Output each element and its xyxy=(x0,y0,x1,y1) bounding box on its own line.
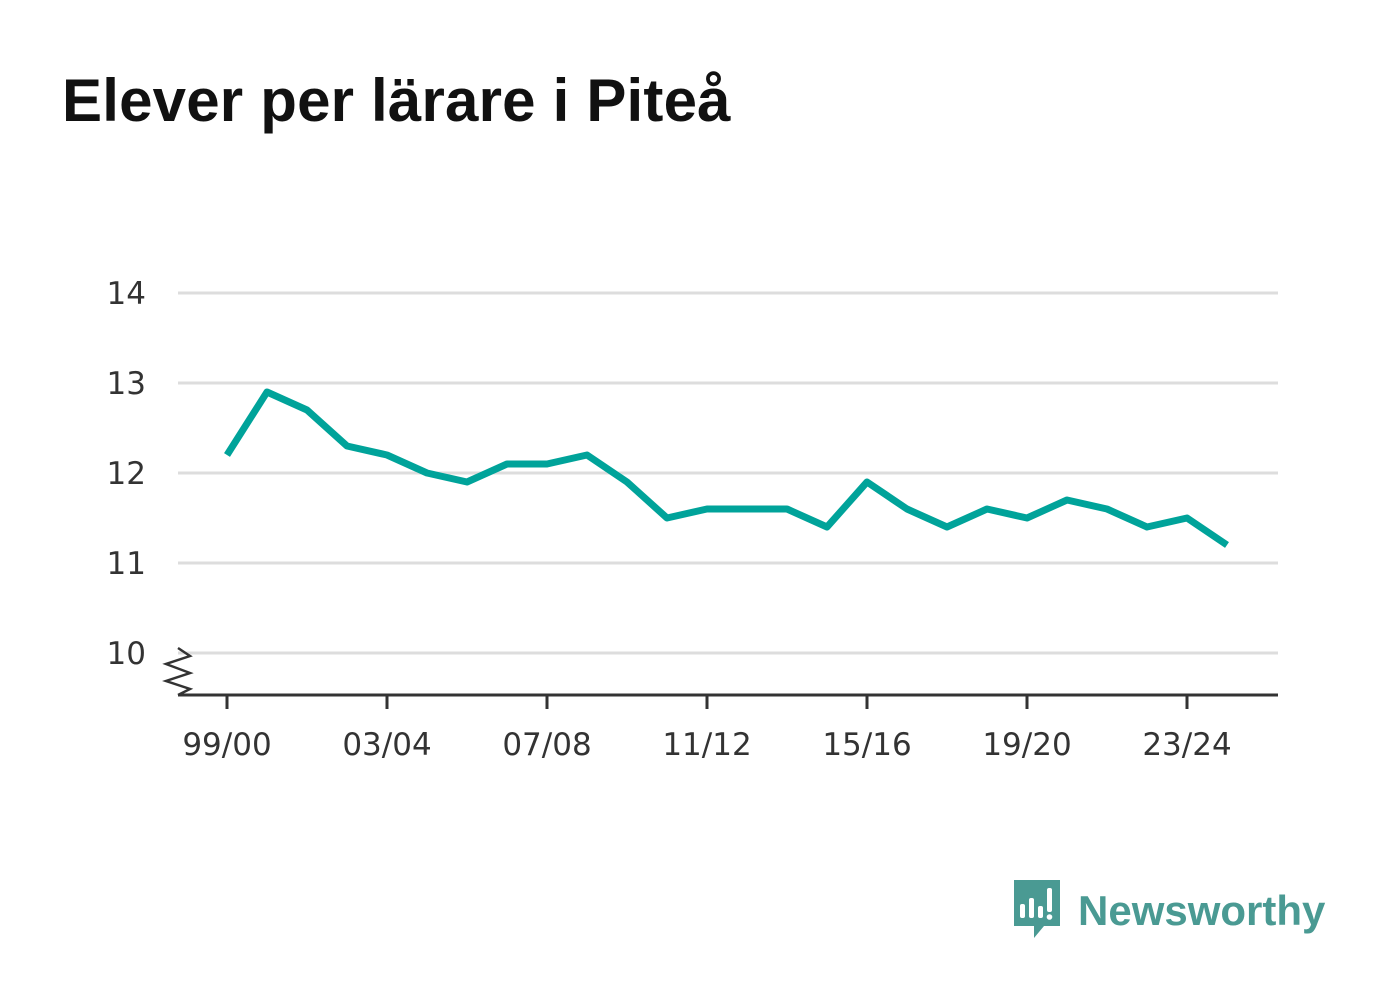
y-tick-label-14: 14 xyxy=(107,276,146,312)
brand-logo: Newsworthy xyxy=(1010,876,1325,945)
axis-break-marker xyxy=(162,646,194,697)
x-tick-label-15-16: 15/16 xyxy=(822,727,911,763)
x-tick-label-11-12: 11/12 xyxy=(662,727,751,763)
y-tick-label-11: 11 xyxy=(107,546,146,582)
brand-name: Newsworthy xyxy=(1078,886,1326,934)
series-line-0 xyxy=(224,388,1229,548)
chart-title: Elever per lärare i Piteå xyxy=(62,67,731,134)
y-tick-label-13: 13 xyxy=(107,366,146,402)
y-tick-label-12: 12 xyxy=(107,456,146,492)
x-tick-label-99-00: 99/00 xyxy=(182,727,271,763)
x-tick-label-03-04: 03/04 xyxy=(342,727,431,763)
gridlines xyxy=(178,291,1278,655)
x-tick-label-07-08: 07/08 xyxy=(502,727,591,763)
y-axis-labels: 10 11 12 13 14 xyxy=(107,276,146,672)
bar-chart-speech-bubble-icon xyxy=(1010,876,1064,945)
x-tick-label-23-24: 23/24 xyxy=(1142,727,1231,763)
x-axis-labels: 99/00 03/04 07/08 11/12 15/16 19/20 23/24 xyxy=(182,727,1231,763)
x-axis xyxy=(162,646,1278,709)
x-tick-label-19-20: 19/20 xyxy=(982,727,1071,763)
series-group xyxy=(224,388,1229,548)
y-tick-label-10: 10 xyxy=(107,636,146,672)
